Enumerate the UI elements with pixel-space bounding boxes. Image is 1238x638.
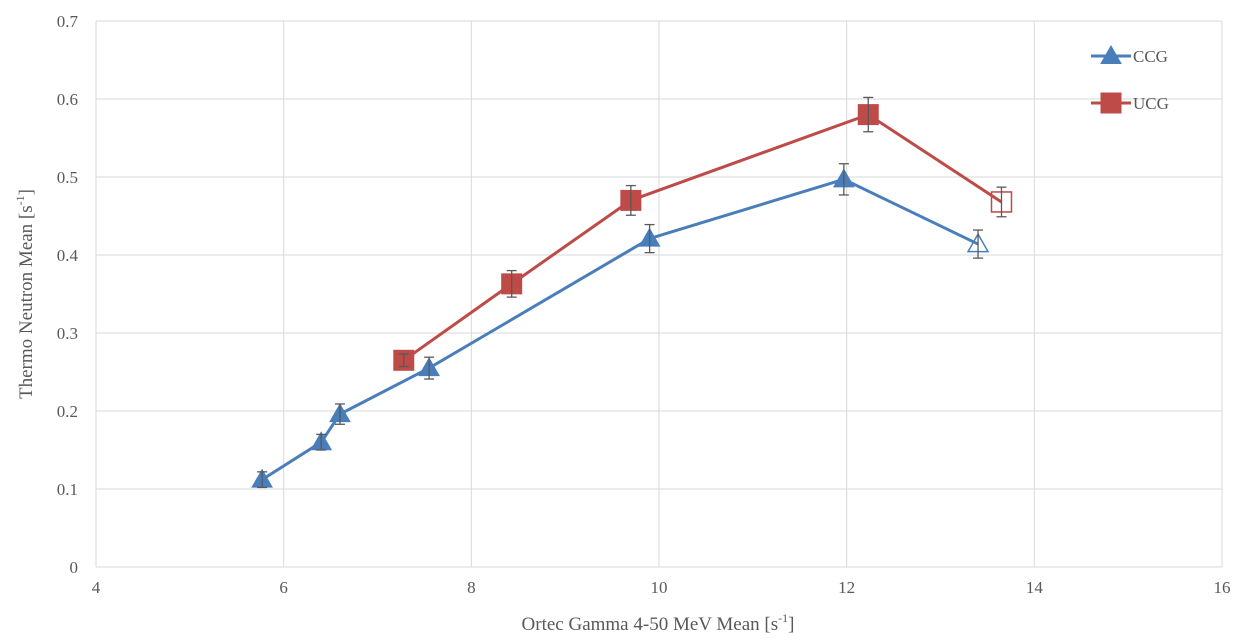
x-tick-label: 14 [1026,578,1044,597]
legend-entry-ucg: UCG [1091,92,1169,114]
legend-marker [1100,44,1122,64]
x-tick-label: 4 [92,578,101,597]
series-ccg [251,163,990,489]
series-line [402,113,1003,362]
y-tick-label: 0.1 [57,480,78,499]
y-tick-label: 0.6 [57,90,78,109]
error-bar [506,269,517,298]
legend: CCG UCG [1091,44,1169,114]
y-tick-label: 0.2 [57,402,78,421]
y-tick-label: 0.4 [57,246,79,265]
legend-label: CCG [1133,47,1168,66]
error-bar [625,184,636,216]
x-tick-label: 8 [467,578,476,597]
error-bar [644,223,655,254]
series-layer [251,96,1013,489]
y-tick-label: 0.7 [57,12,79,31]
error-bar [398,353,409,368]
gridlines [95,20,1223,568]
x-tick-label: 16 [1214,578,1231,597]
y-tick-label: 0.3 [57,324,78,343]
series-line [261,177,979,481]
x-tick-label: 12 [838,578,855,597]
error-bar [973,229,984,259]
x-tick-label: 10 [651,578,668,597]
error-bar [838,163,849,196]
legend-entry-ccg: CCG [1091,44,1168,66]
legend-label: UCG [1133,94,1169,113]
y-tick-label: 0.5 [57,168,78,187]
series-ucg [393,96,1013,371]
y-tick-label: 0 [70,558,79,577]
error-bar [334,403,345,425]
error-bar [424,356,435,380]
x-axis-title: Ortec Gamma 4-50 MeV Mean [s-1] [522,611,795,635]
error-bar [316,433,327,451]
error-bar [257,471,268,489]
error-bar [996,186,1007,218]
y-axis-title: Thermo Neutron Mean [s-1] [13,189,37,399]
tick-labels: 4 6 8 10 12 14 16 0 0.1 0.2 0.3 0.4 0.5 0.6 0.7 [57,12,1231,597]
x-tick-label: 6 [279,578,288,597]
error-bar [863,96,874,133]
legend-marker [1100,92,1122,114]
